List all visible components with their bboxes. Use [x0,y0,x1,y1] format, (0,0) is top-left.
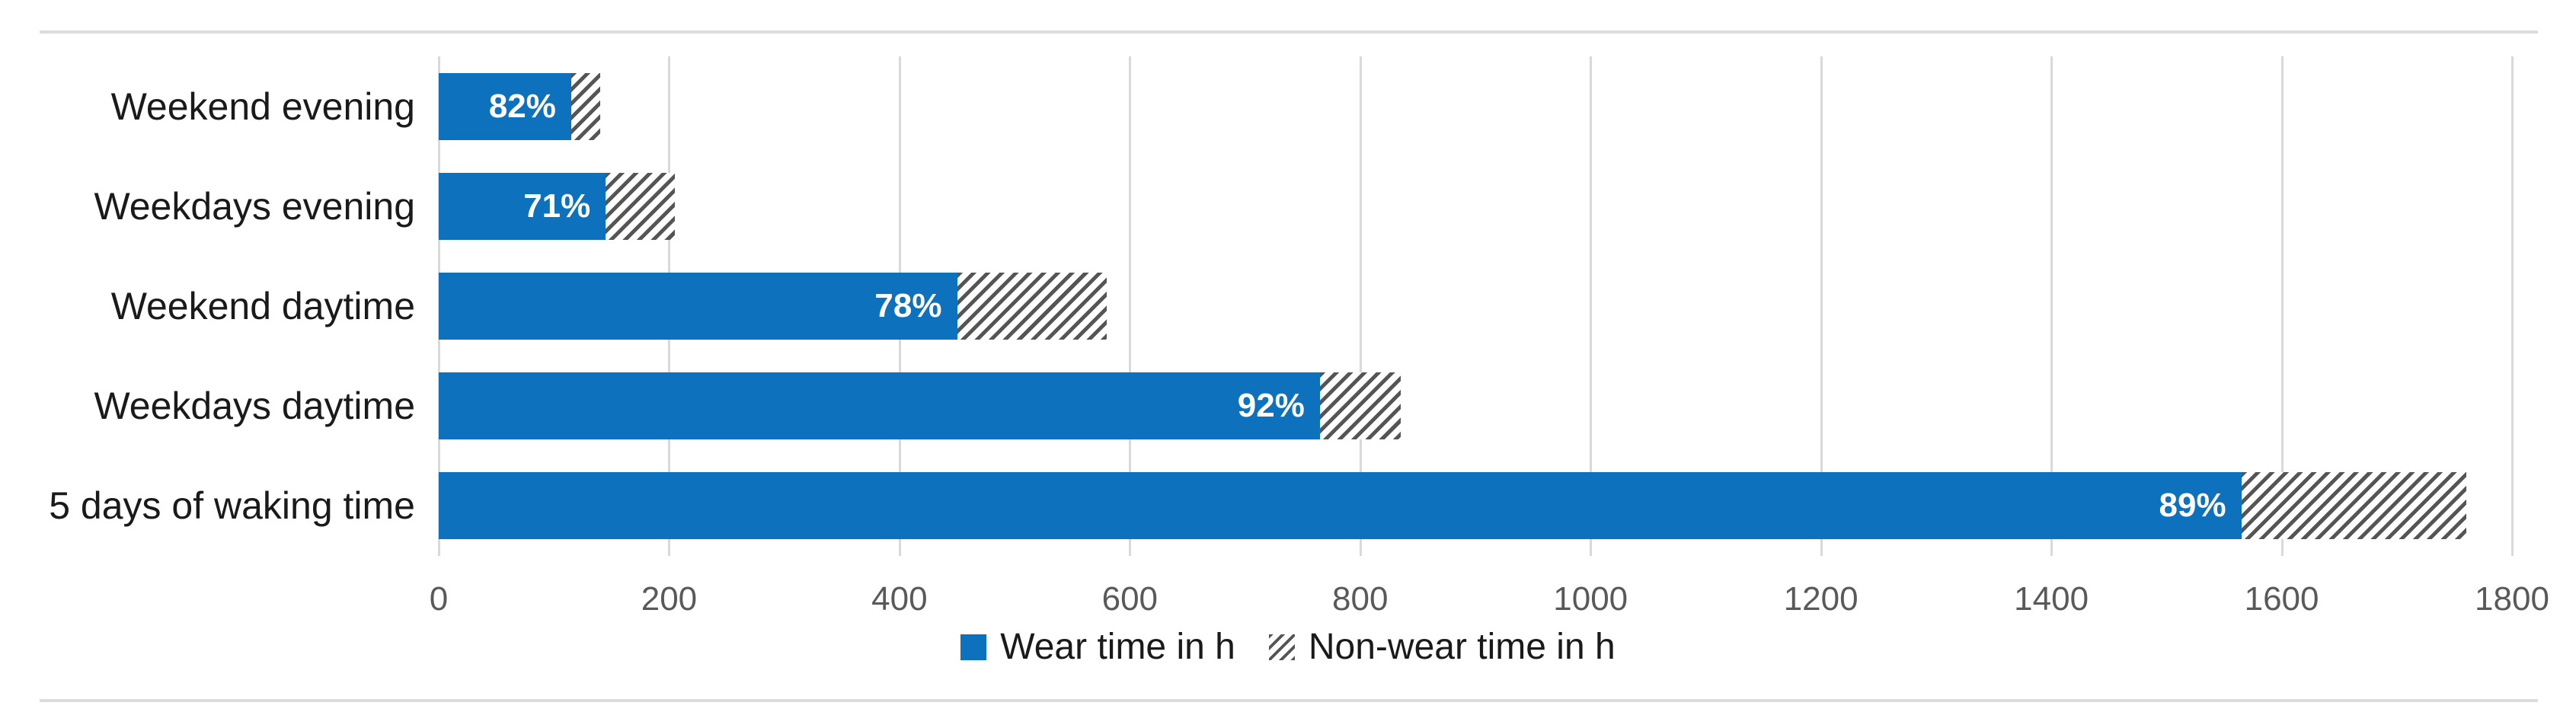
x-tick-label-1400: 1400 [2014,580,2089,618]
wear-bar-segment: 82% [439,72,571,140]
x-tick-label-1200: 1200 [1783,580,1858,618]
chart-legend: Wear time in h Non-wear time in h [0,626,2576,668]
gridline-1000 [1590,56,1593,556]
bar-row: 82% [439,72,2512,140]
nonwear-hatch-swatch-icon [1268,634,1295,660]
legend-label: Wear time in h [1000,627,1235,667]
bar-percent-label: 89% [2159,487,2226,525]
wear-bar-segment: 71% [439,172,606,240]
gridline-1600 [2280,56,2284,556]
bottom-border-rule [40,699,2538,702]
category-label: Weekdays daytime [94,385,415,428]
nonwear-bar-segment [957,273,1107,340]
bar-row: 71% [439,172,2512,240]
top-border-rule [40,30,2538,34]
bar-percent-label: 82% [488,87,556,125]
bar-row: 92% [439,372,2512,440]
nonwear-bar-segment [2241,472,2466,540]
x-tick-label-400: 400 [871,580,928,618]
category-label: Weekend evening [110,85,415,128]
category-label: Weekend daytime [110,285,415,327]
bar-row: 89% [439,472,2512,540]
nonwear-bar-segment [570,72,600,140]
gridline-800 [1359,56,1362,556]
x-tick-label-1600: 1600 [2244,580,2319,618]
wear-swatch-icon [960,634,987,660]
x-tick-label-0: 0 [429,580,449,618]
x-tick-label-200: 200 [641,580,698,618]
x-tick-label-800: 800 [1332,580,1389,618]
category-label: 5 days of waking time [49,484,415,528]
nonwear-bar-segment [1319,372,1401,440]
gridline-1800 [2511,56,2514,556]
x-tick-label-1000: 1000 [1553,580,1628,618]
bar-row: 78% [439,273,2512,340]
bar-percent-label: 78% [874,287,942,324]
legend-item: Wear time in h [960,626,1235,668]
wear-bar-segment: 89% [439,472,2242,540]
chart-plot-area: 82% 71% 78% 92% 89% [438,56,2514,556]
wear-bar-segment: 78% [439,273,957,340]
wear-bar-segment: 92% [439,372,1320,440]
legend-label: Non-wear time in h [1308,627,1616,667]
gridline-1200 [1820,56,1823,556]
gridline-600 [1129,56,1132,556]
category-label: Weekdays evening [94,184,415,228]
x-tick-label-600: 600 [1101,580,1159,618]
legend-item: Non-wear time in h [1268,626,1616,668]
bar-percent-label: 71% [523,187,591,225]
bar-percent-label: 92% [1237,387,1305,425]
gridline-1400 [2050,56,2053,556]
nonwear-bar-segment [606,172,675,240]
x-tick-label-1800: 1800 [2475,580,2549,618]
